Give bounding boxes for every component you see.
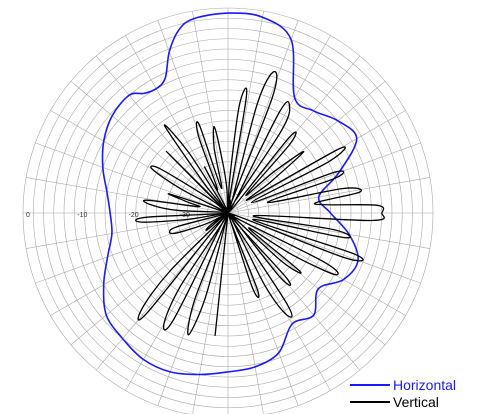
grid-spoke [192,212,229,414]
legend-label-horizontal: Horizontal [393,377,456,393]
grid-spoke [227,177,430,214]
series-layer [101,12,385,376]
grid-spoke [227,80,386,214]
radial-tick-label: -20 [129,212,139,219]
grid-spoke [227,212,331,391]
grid-spoke [227,35,331,214]
series-line-vertical [135,70,385,336]
grid-spoke [70,80,229,214]
legend-label-vertical: Vertical [393,394,439,410]
grid-spokes [23,8,433,414]
series-line-horizontal [101,12,359,376]
grid-spoke [35,212,229,284]
grid-spoke [125,212,229,391]
grid-spoke [227,142,421,214]
radial-tick-label: -10 [77,212,87,219]
grid-spoke [26,177,229,214]
grid-spoke [70,212,229,346]
radial-tick-label: 0 [26,212,30,219]
grid-spoke [227,212,386,346]
grid-spoke [227,212,406,316]
grid-spoke [192,11,229,214]
grid-spoke [227,11,264,214]
grid-spoke [227,212,430,249]
grid-spoke [227,212,264,414]
grid-spoke [50,110,229,214]
grid-spoke [35,142,229,214]
legend: Horizontal Vertical [350,377,456,410]
grid-spoke [50,212,229,316]
grid-spoke [125,35,229,214]
